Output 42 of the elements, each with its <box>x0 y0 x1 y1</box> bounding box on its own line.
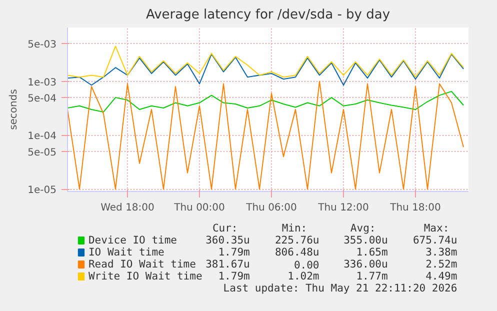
x-tick-label: Thu 00:00 <box>173 202 225 214</box>
text: 1.79m <box>218 270 250 282</box>
y-tick-label: 1e-04 <box>28 131 57 142</box>
line-series <box>68 90 464 112</box>
text: 4.49m <box>426 270 458 282</box>
text: 1.77m <box>356 270 388 282</box>
text: 336.00u <box>344 258 388 270</box>
line-series <box>68 80 464 190</box>
x-tick-label: Thu 06:00 <box>245 202 297 214</box>
x-tick-label: Thu 12:00 <box>317 202 369 214</box>
text: 1.79m <box>218 246 250 258</box>
text: Avg: <box>350 222 376 234</box>
y-tick-label: 5e-05 <box>28 147 57 158</box>
text: Max: <box>424 222 450 234</box>
text: 1.65m <box>356 246 388 258</box>
x-tick-label: Thu 18:00 <box>389 202 441 214</box>
y-tick-label: 5e-03 <box>28 40 57 51</box>
y-tick-label: 1e-03 <box>28 77 57 88</box>
y-tick-label: 5e-04 <box>28 94 57 105</box>
legend-label: IO Wait time <box>88 246 164 258</box>
chart-title: Average latency for /dev/sda - by day <box>146 8 390 22</box>
text: 0.00 <box>294 260 320 272</box>
x-tick-label: Wed 18:00 <box>100 202 154 214</box>
text: 381.67u <box>206 258 250 270</box>
text: 806.48u <box>274 246 320 258</box>
legend-label: Read IO Wait time <box>88 258 196 270</box>
line-series <box>68 46 464 78</box>
text: 3.38m <box>426 246 458 258</box>
text: 2.52m <box>426 258 458 270</box>
legend-label: Write IO Wait time <box>88 270 202 282</box>
text: 225.76u <box>274 234 320 246</box>
text: 355.00u <box>344 234 388 246</box>
y-tick-label: 1e-05 <box>28 185 57 196</box>
text: 360.35u <box>206 234 250 246</box>
y-axis-title: seconds <box>8 89 20 130</box>
text: Cur: <box>212 222 238 234</box>
text: 1.02m <box>288 270 320 282</box>
legend-label: Device IO time <box>88 234 177 246</box>
line-series <box>68 54 464 86</box>
text: Last update: Thu May 21 22:11:20 2026 <box>223 282 458 294</box>
text: 675.74u <box>412 234 458 246</box>
text: Min: <box>282 222 308 234</box>
